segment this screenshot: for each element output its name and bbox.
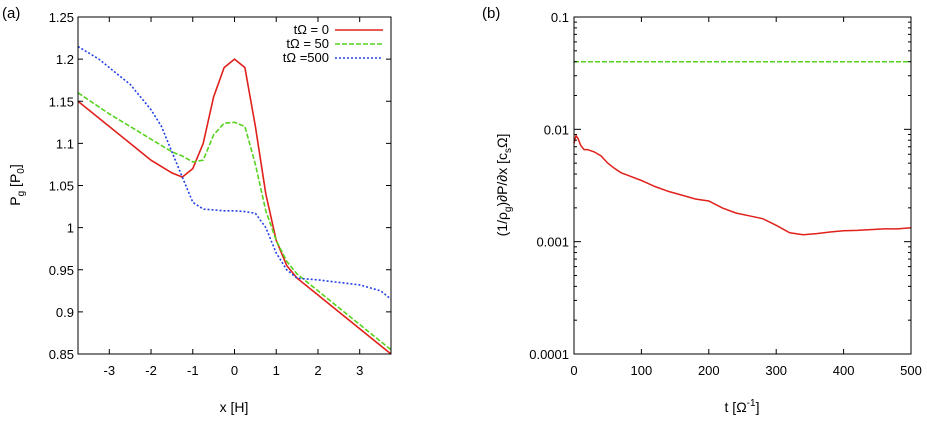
panel-a-y-tick-label: 1.05 [49,179,74,194]
panel-a-y-label-close: ] [7,164,23,168]
panel-a-legend-label-1: tΩ = 50 [286,36,329,51]
panel-a-frame [77,16,392,355]
panel-a-y-label-main: P [7,196,23,205]
panel-b-label: (b) [482,5,500,22]
panel-b-y-label-sub-1: g [503,207,514,213]
panel-b-x-label-sup: -1 [747,398,756,409]
panel-a-y-label-bracket-sub: 0 [16,168,27,174]
panel-a-label: (a) [2,5,20,22]
panel-a-series-line-2 [77,45,392,300]
panel-b-x-label-close: ] [756,399,760,415]
panel-b-x-axis-label: t [Ω-1] [725,398,760,415]
panel-b-y-ticks: 0.0001 0.001 0.01 0.1 [529,10,911,362]
panel-b-x-tick-label: 300 [765,363,787,378]
panel-b-x-tick-label: 200 [698,363,720,378]
panel-a-legend-label-2: tΩ =500 [283,50,329,65]
panel-a-y-label-sub: g [16,191,27,197]
panel-b-x-ticks: 0 100 200 300 400 500 [570,17,922,378]
panel-b-frame [573,16,912,355]
panel-b-series-line-1 [573,133,912,236]
panel-b-x-label-main: t [Ω [725,399,747,415]
panel-a-y-tick-label: 0.9 [56,305,74,320]
panel-a-y-tick-label: 1.15 [49,94,74,109]
panel-a-y-tick-label: 1 [67,221,74,236]
panel-b-x-tick-label: 400 [833,363,855,378]
panel-a-y-axis-label: Pg [P0] [7,164,27,205]
panel-a: (a) -3 -2 -1 0 1 2 3 0.85 0.9 0.95 1 1.05 1.1 1.15 1.… [2,5,392,415]
panel-a-y-tick-label: 0.95 [49,263,74,278]
panel-b-y-label-sub-2: s [503,148,514,153]
panel-a-y-tick-label: 1.25 [49,10,74,25]
panel-a-x-tick-label: 3 [356,363,363,378]
panel-b: (b) 0 100 200 300 400 500 0.00010.0010.010.1 … [482,5,922,415]
panel-a-x-tick-label: 1 [273,363,280,378]
panel-a-x-tick-label: -1 [187,363,199,378]
panel-a-y-ticks: 0.85 0.9 0.95 1 1.05 1.1 1.15 1.2 1.25 [49,10,391,362]
panel-b-plot-area [573,60,912,236]
panel-a-y-tick-label: 1.1 [56,136,74,151]
panel-a-x-tick-label: 0 [231,363,238,378]
panel-a-plot-area [77,45,392,355]
panel-b-y-tick-label: 0.01 [544,122,569,137]
panel-a-x-axis-label: x [H] [220,399,249,415]
panel-a-x-tick-label: 2 [314,363,321,378]
panel-b-y-tick-label: 0.1 [551,10,569,25]
panel-b-x-tick-label: 100 [631,363,653,378]
panel-a-x-tick-label: -2 [145,363,157,378]
panel-b-y-axis-label: (1/ρg)∂P/∂x [csΩ] [494,134,514,237]
panel-a-y-tick-label: 1.2 [56,52,74,67]
panel-a-x-tick-label: -3 [104,363,116,378]
panel-b-x-tick-label: 500 [900,363,922,378]
panel-a-series-line-0 [77,58,392,355]
panel-a-legend-label-0: tΩ = 0 [294,22,329,37]
panel-b-y-tick-label: 0.001 [536,235,569,250]
panel-a-y-tick-label: 0.85 [49,347,74,362]
panel-a-x-ticks: -3 -2 -1 0 1 2 3 [104,17,363,378]
panel-b-x-tick-label: 0 [570,363,577,378]
panel-b-y-label-part-2: )∂P/∂x [c [494,153,510,207]
panel-b-y-label-part-1: (1/ρ [494,212,510,236]
panel-a-y-label-bracket: [P [7,174,23,191]
panel-b-y-tick-label: 0.0001 [529,347,569,362]
panel-a-series-line-1 [77,92,392,351]
panel-b-y-label-part-3: Ω] [494,134,510,148]
